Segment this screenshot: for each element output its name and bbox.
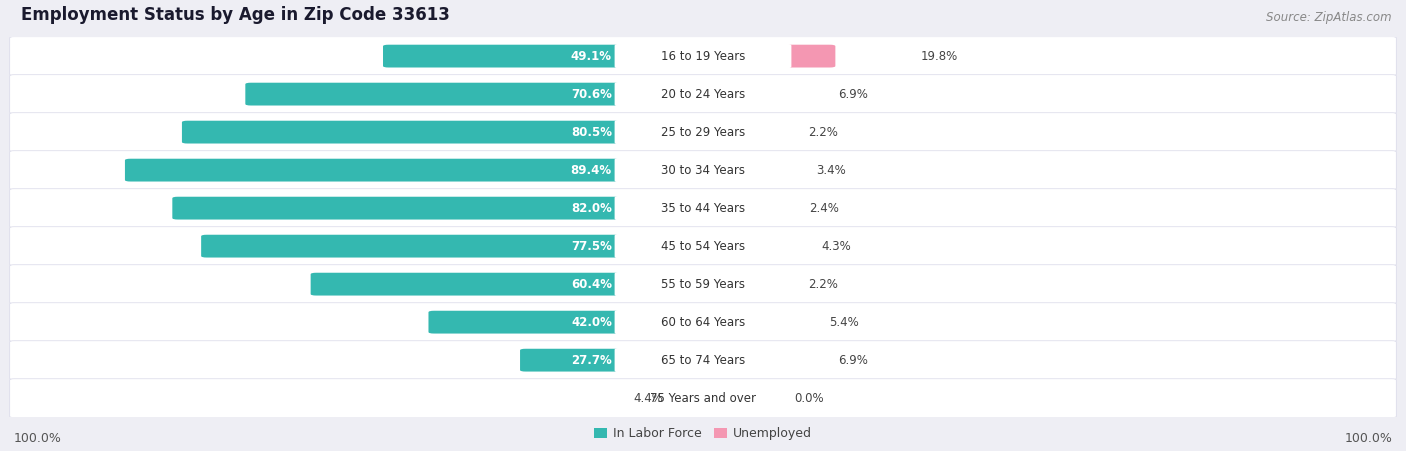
Text: 4.4%: 4.4% xyxy=(634,391,664,405)
FancyBboxPatch shape xyxy=(614,82,792,107)
FancyBboxPatch shape xyxy=(697,45,835,68)
FancyBboxPatch shape xyxy=(614,157,792,183)
FancyBboxPatch shape xyxy=(520,349,709,372)
FancyBboxPatch shape xyxy=(697,311,744,334)
FancyBboxPatch shape xyxy=(697,197,724,220)
Text: 19.8%: 19.8% xyxy=(921,50,959,63)
Text: 89.4%: 89.4% xyxy=(571,164,612,177)
Text: 6.9%: 6.9% xyxy=(838,354,869,367)
Text: 4.3%: 4.3% xyxy=(821,239,852,253)
FancyBboxPatch shape xyxy=(614,120,792,145)
FancyBboxPatch shape xyxy=(10,37,1396,75)
FancyBboxPatch shape xyxy=(245,83,709,106)
Text: 2.2%: 2.2% xyxy=(808,278,838,290)
Text: 3.4%: 3.4% xyxy=(815,164,845,177)
Text: 100.0%: 100.0% xyxy=(14,433,62,446)
Text: 42.0%: 42.0% xyxy=(571,316,612,329)
Text: 65 to 74 Years: 65 to 74 Years xyxy=(661,354,745,367)
Text: Employment Status by Age in Zip Code 33613: Employment Status by Age in Zip Code 336… xyxy=(21,6,450,24)
FancyBboxPatch shape xyxy=(614,234,792,259)
FancyBboxPatch shape xyxy=(614,309,792,335)
FancyBboxPatch shape xyxy=(614,348,792,373)
FancyBboxPatch shape xyxy=(10,265,1396,304)
Text: 5.4%: 5.4% xyxy=(828,316,859,329)
FancyBboxPatch shape xyxy=(10,303,1396,341)
FancyBboxPatch shape xyxy=(10,151,1396,189)
Text: 2.4%: 2.4% xyxy=(810,202,839,215)
FancyBboxPatch shape xyxy=(697,121,723,143)
Text: 82.0%: 82.0% xyxy=(571,202,612,215)
Text: 30 to 34 Years: 30 to 34 Years xyxy=(661,164,745,177)
FancyBboxPatch shape xyxy=(173,197,709,220)
Text: 100.0%: 100.0% xyxy=(1344,433,1392,446)
FancyBboxPatch shape xyxy=(10,227,1396,266)
FancyBboxPatch shape xyxy=(311,273,709,295)
Text: 49.1%: 49.1% xyxy=(571,50,612,63)
FancyBboxPatch shape xyxy=(125,159,709,181)
Text: 60 to 64 Years: 60 to 64 Years xyxy=(661,316,745,329)
FancyBboxPatch shape xyxy=(429,311,709,334)
Text: 0.0%: 0.0% xyxy=(794,391,824,405)
Text: 60.4%: 60.4% xyxy=(571,278,612,290)
FancyBboxPatch shape xyxy=(10,75,1396,114)
FancyBboxPatch shape xyxy=(10,341,1396,380)
Text: 25 to 29 Years: 25 to 29 Years xyxy=(661,126,745,138)
Text: 75 Years and over: 75 Years and over xyxy=(650,391,756,405)
FancyBboxPatch shape xyxy=(181,121,709,143)
FancyBboxPatch shape xyxy=(614,43,792,69)
Text: 6.9%: 6.9% xyxy=(838,87,869,101)
FancyBboxPatch shape xyxy=(10,379,1396,418)
FancyBboxPatch shape xyxy=(201,235,709,258)
FancyBboxPatch shape xyxy=(669,387,709,410)
FancyBboxPatch shape xyxy=(697,83,752,106)
Text: 70.6%: 70.6% xyxy=(571,87,612,101)
FancyBboxPatch shape xyxy=(10,189,1396,227)
FancyBboxPatch shape xyxy=(697,159,730,181)
Text: 55 to 59 Years: 55 to 59 Years xyxy=(661,278,745,290)
FancyBboxPatch shape xyxy=(697,349,752,372)
FancyBboxPatch shape xyxy=(614,386,792,411)
FancyBboxPatch shape xyxy=(697,235,737,258)
Text: 45 to 54 Years: 45 to 54 Years xyxy=(661,239,745,253)
Text: 35 to 44 Years: 35 to 44 Years xyxy=(661,202,745,215)
Text: 77.5%: 77.5% xyxy=(571,239,612,253)
Text: 27.7%: 27.7% xyxy=(571,354,612,367)
Text: 20 to 24 Years: 20 to 24 Years xyxy=(661,87,745,101)
FancyBboxPatch shape xyxy=(614,195,792,221)
Text: 2.2%: 2.2% xyxy=(808,126,838,138)
Legend: In Labor Force, Unemployed: In Labor Force, Unemployed xyxy=(589,422,817,445)
Text: 80.5%: 80.5% xyxy=(571,126,612,138)
FancyBboxPatch shape xyxy=(614,272,792,297)
Text: Source: ZipAtlas.com: Source: ZipAtlas.com xyxy=(1267,11,1392,24)
FancyBboxPatch shape xyxy=(382,45,709,68)
Text: 16 to 19 Years: 16 to 19 Years xyxy=(661,50,745,63)
FancyBboxPatch shape xyxy=(10,113,1396,152)
FancyBboxPatch shape xyxy=(697,273,723,295)
